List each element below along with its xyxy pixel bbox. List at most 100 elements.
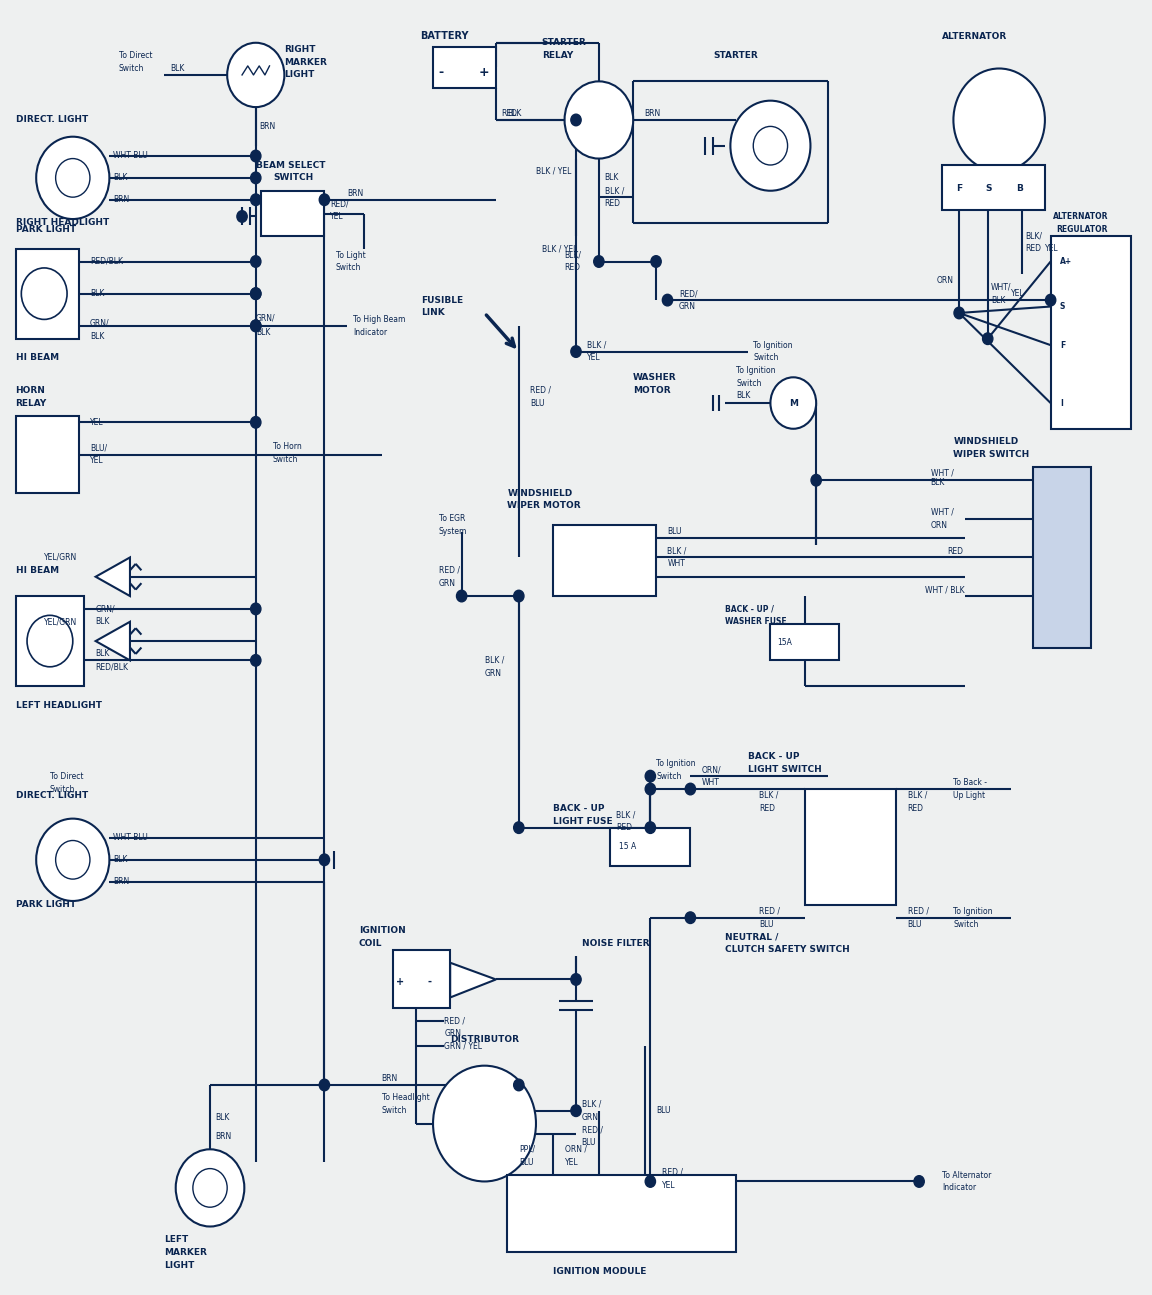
Circle shape bbox=[685, 912, 696, 923]
Text: LEFT HEADLIGHT: LEFT HEADLIGHT bbox=[16, 701, 101, 710]
Text: To Ignition: To Ignition bbox=[753, 341, 793, 350]
Text: Up Light: Up Light bbox=[954, 791, 985, 800]
Circle shape bbox=[433, 1066, 536, 1181]
Circle shape bbox=[771, 377, 816, 429]
Circle shape bbox=[514, 1079, 524, 1090]
Text: BLK / YEL: BLK / YEL bbox=[541, 245, 577, 253]
Text: HI BEAM: HI BEAM bbox=[16, 354, 59, 363]
Text: BLU: BLU bbox=[667, 527, 682, 536]
Text: WIPER MOTOR: WIPER MOTOR bbox=[507, 501, 581, 510]
Circle shape bbox=[319, 853, 329, 865]
Text: RED: RED bbox=[1025, 245, 1041, 253]
Text: Switch: Switch bbox=[954, 919, 979, 929]
Circle shape bbox=[685, 783, 696, 795]
Circle shape bbox=[319, 194, 329, 206]
Text: ALTERNATOR: ALTERNATOR bbox=[1053, 212, 1108, 221]
Circle shape bbox=[251, 150, 260, 162]
Circle shape bbox=[983, 333, 993, 344]
Polygon shape bbox=[96, 622, 130, 660]
Text: YEL/GRN: YEL/GRN bbox=[44, 553, 77, 562]
Text: RED: RED bbox=[759, 804, 775, 813]
Circle shape bbox=[251, 320, 260, 332]
Text: RED: RED bbox=[605, 199, 621, 208]
Text: BLK: BLK bbox=[507, 109, 522, 118]
Polygon shape bbox=[96, 557, 130, 596]
Text: BRN: BRN bbox=[259, 122, 275, 131]
Circle shape bbox=[176, 1149, 244, 1226]
Circle shape bbox=[1046, 294, 1055, 306]
Text: RED/: RED/ bbox=[679, 289, 698, 298]
Text: BLK: BLK bbox=[90, 289, 105, 298]
Text: To Ignition: To Ignition bbox=[655, 759, 696, 768]
Text: ORN: ORN bbox=[937, 276, 953, 285]
Text: RED: RED bbox=[948, 546, 964, 556]
Text: BLK /: BLK / bbox=[605, 186, 624, 196]
Circle shape bbox=[514, 591, 524, 602]
Text: S: S bbox=[985, 184, 992, 193]
Text: BRN: BRN bbox=[347, 189, 364, 198]
Text: RED: RED bbox=[564, 263, 581, 272]
Text: B: B bbox=[1016, 184, 1023, 193]
Text: GRN/: GRN/ bbox=[256, 313, 275, 322]
Circle shape bbox=[251, 654, 260, 666]
Circle shape bbox=[192, 1168, 227, 1207]
Text: GRN: GRN bbox=[582, 1112, 599, 1121]
Text: Switch: Switch bbox=[655, 772, 682, 781]
Text: BLU: BLU bbox=[655, 1106, 670, 1115]
Text: System: System bbox=[439, 527, 467, 536]
Circle shape bbox=[251, 255, 260, 267]
Text: IGNITION: IGNITION bbox=[358, 926, 406, 935]
Text: YEL: YEL bbox=[1045, 245, 1059, 253]
Text: RED /: RED / bbox=[445, 1017, 465, 1026]
Text: ORN: ORN bbox=[931, 521, 948, 530]
Text: To EGR: To EGR bbox=[439, 514, 465, 523]
Text: WINDSHIELD: WINDSHIELD bbox=[954, 438, 1018, 447]
Text: STARTER: STARTER bbox=[713, 51, 758, 60]
Text: MOTOR: MOTOR bbox=[634, 386, 670, 395]
Text: 15A: 15A bbox=[776, 638, 791, 648]
Circle shape bbox=[645, 1176, 655, 1188]
Text: NEUTRAL /: NEUTRAL / bbox=[725, 932, 778, 941]
Text: FUSIBLE: FUSIBLE bbox=[422, 295, 464, 304]
Text: WHT BLU: WHT BLU bbox=[113, 834, 147, 843]
Text: YEL: YEL bbox=[588, 354, 601, 363]
Circle shape bbox=[954, 69, 1045, 171]
Circle shape bbox=[514, 822, 524, 834]
Text: BLU: BLU bbox=[530, 399, 545, 408]
Text: WHT: WHT bbox=[702, 778, 720, 787]
Circle shape bbox=[251, 194, 260, 206]
Text: DIRECT. LIGHT: DIRECT. LIGHT bbox=[16, 115, 88, 124]
Text: WASHER: WASHER bbox=[634, 373, 677, 382]
Text: YEL: YEL bbox=[661, 1181, 675, 1190]
Text: LIGHT: LIGHT bbox=[165, 1260, 195, 1269]
Text: HORN: HORN bbox=[16, 386, 45, 395]
Text: WASHER FUSE: WASHER FUSE bbox=[725, 618, 787, 627]
Circle shape bbox=[36, 137, 109, 219]
Text: WHT /: WHT / bbox=[931, 467, 954, 477]
Text: GRN: GRN bbox=[439, 579, 456, 588]
Text: WHT/: WHT/ bbox=[991, 282, 1011, 291]
Text: GRN: GRN bbox=[485, 668, 501, 677]
Text: To Direct: To Direct bbox=[50, 772, 83, 781]
Circle shape bbox=[753, 127, 788, 164]
Text: S: S bbox=[1060, 302, 1066, 311]
Circle shape bbox=[571, 346, 581, 357]
Text: BLK: BLK bbox=[113, 174, 127, 183]
Text: 15 A: 15 A bbox=[619, 843, 636, 851]
Text: YEL: YEL bbox=[331, 212, 343, 221]
Circle shape bbox=[251, 287, 260, 299]
Text: WHT / BLK: WHT / BLK bbox=[925, 585, 964, 594]
Text: BACK - UP: BACK - UP bbox=[553, 804, 605, 813]
Text: BACK - UP /: BACK - UP / bbox=[725, 605, 773, 614]
Circle shape bbox=[645, 783, 655, 795]
Text: DISTRIBUTOR: DISTRIBUTOR bbox=[450, 1036, 520, 1045]
Text: BRN: BRN bbox=[215, 1132, 232, 1141]
Bar bbox=[262, 190, 325, 236]
Text: Switch: Switch bbox=[336, 263, 362, 272]
Text: GRN: GRN bbox=[445, 1030, 462, 1039]
Bar bbox=[553, 526, 655, 596]
Text: IGNITION MODULE: IGNITION MODULE bbox=[553, 1267, 646, 1276]
Text: YEL/GRN: YEL/GRN bbox=[44, 618, 77, 627]
Text: RED /: RED / bbox=[439, 566, 460, 575]
Bar bbox=[393, 949, 450, 1008]
